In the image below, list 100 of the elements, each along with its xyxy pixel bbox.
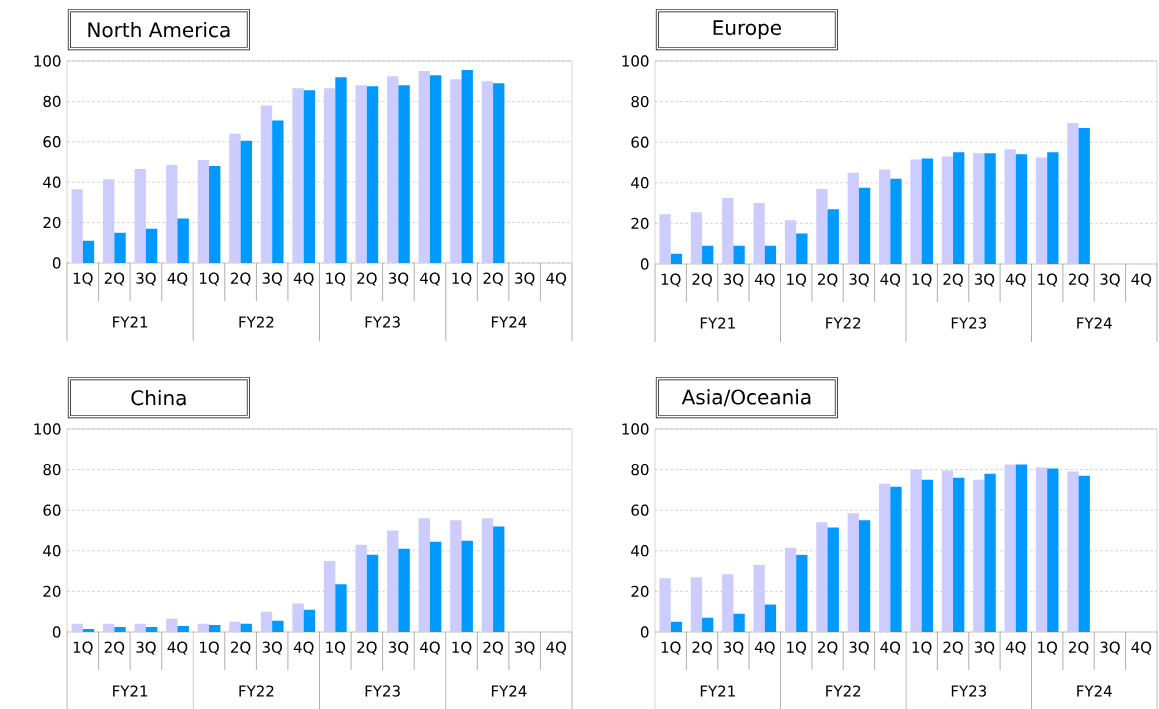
bar [984,153,996,264]
text: FY24 [491,685,527,697]
bar [921,158,933,264]
bar [292,603,304,632]
bar [145,626,158,632]
bar [753,203,765,264]
bar [879,169,891,264]
bar [335,584,347,632]
bar [910,469,922,632]
text: FY21 [113,685,148,697]
y-tick-label: 60 [631,504,649,516]
bar [114,232,126,263]
bar [429,75,442,263]
bar [1067,471,1079,632]
bar [1035,157,1048,264]
bar [764,245,777,264]
bar [177,218,189,263]
x-tick-label: 1Q [326,641,346,655]
x-tick-label: 4Q [167,641,188,655]
bar [1067,122,1079,264]
bar [229,133,241,263]
bar [784,547,797,632]
x-tick-label: 2Q [357,641,377,655]
chart-title: Europe [713,20,781,40]
bar [879,483,891,632]
x-tick-label: 1Q [73,641,93,655]
y-tick-label: 20 [631,217,649,230]
x-tick-label: 2Q [1068,273,1089,287]
y-tick-label: 80 [43,95,61,108]
x-tick-label: 2Q [943,641,963,655]
x-tick-label: 2Q [104,641,125,655]
x-tick-label: 4Q [293,641,314,655]
y-tick-label: 0 [52,257,61,269]
bar [973,153,985,264]
text: FY24 [491,316,527,328]
bar [398,548,410,632]
bar [145,228,158,263]
bar [847,513,859,632]
bar [450,520,462,632]
x-tick-label: 3Q [262,641,282,655]
y-tick-label: 40 [631,177,649,189]
x-tick-label: 2Q [231,641,251,655]
x-tick-label: 2Q [483,641,503,655]
bar [387,530,399,632]
bar [670,253,682,264]
bar [71,189,83,263]
text: FY23 [365,685,400,697]
bar [429,541,442,632]
x-tick-label: 1Q [661,641,681,655]
bar [335,77,347,263]
bar [418,71,430,263]
x-tick-label: 2Q [692,641,712,655]
bar [240,140,252,263]
bar [816,188,828,264]
x-tick-label: 4Q [420,641,440,655]
bar [827,209,839,264]
bar [71,623,83,632]
bar [816,522,828,632]
bar [197,159,210,263]
bar [102,179,115,263]
bar [1015,464,1028,632]
bar [984,473,996,632]
x-tick-label: 2Q [692,273,712,287]
bar [114,626,126,632]
x-tick-label: 4Q [167,272,188,286]
x-tick-label: 3Q [515,641,535,655]
bar [1078,127,1090,264]
bar [890,178,902,264]
bar [82,240,95,263]
bar [272,120,284,263]
x-tick-label: 3Q [136,641,156,655]
y-tick-label: 60 [43,504,61,516]
y-tick-label: 60 [631,136,649,148]
x-tick-label: 4Q [1131,273,1152,287]
x-tick-label: 3Q [515,272,535,286]
bar [1078,475,1090,632]
chart-title: North America [88,21,230,38]
bar [493,83,505,263]
text: FY21 [700,317,735,329]
bar [366,86,379,263]
text: FY22 [826,317,861,329]
bar [240,623,252,632]
bar [764,604,777,632]
y-tick-label: 100 [34,55,61,67]
x-tick-label: 4Q [546,272,567,286]
x-tick-label: 3Q [849,273,869,287]
y-tick-label: 60 [43,136,61,148]
y-tick-label: 20 [43,585,61,598]
bar [659,578,671,632]
x-tick-label: 3Q [723,273,744,287]
bar [722,198,734,264]
x-tick-label: 4Q [880,273,901,287]
bar [733,613,745,632]
x-tick-label: 2Q [817,641,838,655]
chart-title: Asia/Oceania [681,389,811,407]
x-tick-label: 3Q [1100,273,1120,287]
bar [450,79,462,263]
bar [953,152,965,264]
x-tick-label: 4Q [546,641,567,655]
y-tick-label: 40 [43,176,61,188]
